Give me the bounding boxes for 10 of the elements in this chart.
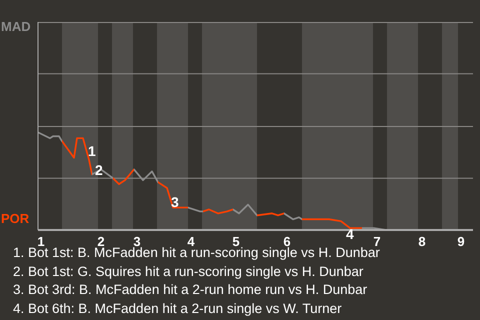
text: 2. Bot 1st: G. Squires hit a run-scoring single vs H. Dunbar [13,262,364,281]
x-tick-label: 8 [418,234,426,250]
text: MAD [1,19,31,34]
x-tick-label: 9 [457,234,465,250]
text: POR [1,211,30,226]
annotation: 3 [171,194,179,210]
text: 4. Bot 6th: B. McFadden hit a 2-run single vs W. Turner [13,300,343,318]
annotation: 2 [95,162,103,178]
annotation: 1 [88,143,96,159]
text: 3. Bot 3rd: B. McFadden hit a 2-run home run vs H. Dunbar [13,281,368,299]
